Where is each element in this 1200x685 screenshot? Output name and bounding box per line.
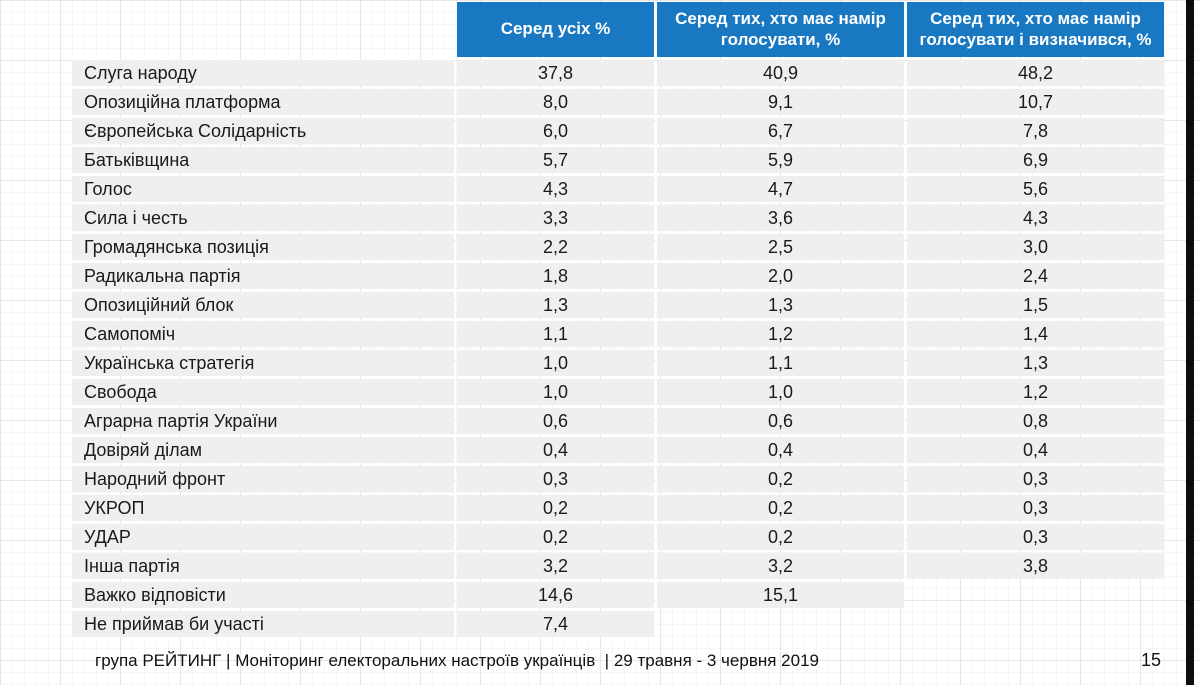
value-cell-intend-to-vote: 40,9 <box>657 60 904 86</box>
party-name-cell: Самопоміч <box>72 321 454 347</box>
value-cell-all: 2,2 <box>457 234 654 260</box>
value-cell-all: 0,2 <box>457 495 654 521</box>
value-cell-intend-to-vote: 15,1 <box>657 582 904 608</box>
value-cell-decided: 1,5 <box>907 292 1164 318</box>
value-cell-intend-to-vote: 1,3 <box>657 292 904 318</box>
party-name-cell: УДАР <box>72 524 454 550</box>
value-cell-all: 3,3 <box>457 205 654 231</box>
header-spacer-cell <box>72 2 454 57</box>
value-cell-intend-to-vote: 6,7 <box>657 118 904 144</box>
column-header-intend-to-vote: Серед тих, хто має намір голосувати, % <box>657 2 904 57</box>
party-name-cell: Голос <box>72 176 454 202</box>
value-cell-all: 7,4 <box>457 611 654 637</box>
party-name-cell: Народний фронт <box>72 466 454 492</box>
party-name-cell: Батьківщина <box>72 147 454 173</box>
value-cell-intend-to-vote: 0,6 <box>657 408 904 434</box>
value-cell-intend-to-vote: 0,2 <box>657 495 904 521</box>
value-cell-all: 14,6 <box>457 582 654 608</box>
value-cell-decided <box>907 611 1164 637</box>
value-cell-intend-to-vote: 0,2 <box>657 466 904 492</box>
party-name-cell: Важко відповісти <box>72 582 454 608</box>
value-cell-all: 0,4 <box>457 437 654 463</box>
party-name-cell: Не приймав би участі <box>72 611 454 637</box>
value-cell-decided: 3,0 <box>907 234 1164 260</box>
value-cell-intend-to-vote: 3,2 <box>657 553 904 579</box>
value-cell-all: 1,0 <box>457 350 654 376</box>
value-cell-all: 0,2 <box>457 524 654 550</box>
value-cell-decided: 0,8 <box>907 408 1164 434</box>
value-cell-decided: 2,4 <box>907 263 1164 289</box>
value-cell-decided: 1,4 <box>907 321 1164 347</box>
party-name-cell: Слуга народу <box>72 60 454 86</box>
value-cell-all: 3,2 <box>457 553 654 579</box>
value-cell-all: 5,7 <box>457 147 654 173</box>
value-cell-intend-to-vote: 1,2 <box>657 321 904 347</box>
value-cell-decided: 5,6 <box>907 176 1164 202</box>
value-cell-intend-to-vote <box>657 611 904 637</box>
value-cell-intend-to-vote: 2,5 <box>657 234 904 260</box>
value-cell-all: 8,0 <box>457 89 654 115</box>
value-cell-intend-to-vote: 1,1 <box>657 350 904 376</box>
value-cell-intend-to-vote: 4,7 <box>657 176 904 202</box>
value-cell-decided: 1,2 <box>907 379 1164 405</box>
value-cell-all: 37,8 <box>457 60 654 86</box>
party-name-cell: Сила і честь <box>72 205 454 231</box>
value-cell-all: 4,3 <box>457 176 654 202</box>
value-cell-decided: 3,8 <box>907 553 1164 579</box>
column-header-all: Серед усіх % <box>457 2 654 57</box>
value-cell-intend-to-vote: 9,1 <box>657 89 904 115</box>
value-cell-all: 1,0 <box>457 379 654 405</box>
party-name-cell: Опозиційний блок <box>72 292 454 318</box>
party-name-cell: Громадянська позиція <box>72 234 454 260</box>
value-cell-decided: 0,4 <box>907 437 1164 463</box>
source-caption: група РЕЙТИНГ | Моніторинг електоральних… <box>95 651 819 670</box>
value-cell-decided: 6,9 <box>907 147 1164 173</box>
value-cell-decided: 0,3 <box>907 524 1164 550</box>
value-cell-intend-to-vote: 2,0 <box>657 263 904 289</box>
value-cell-decided: 4,3 <box>907 205 1164 231</box>
value-cell-intend-to-vote: 0,4 <box>657 437 904 463</box>
value-cell-decided: 7,8 <box>907 118 1164 144</box>
value-cell-intend-to-vote: 0,2 <box>657 524 904 550</box>
value-cell-all: 6,0 <box>457 118 654 144</box>
party-name-cell: Європейська Солідарність <box>72 118 454 144</box>
value-cell-decided: 48,2 <box>907 60 1164 86</box>
party-name-cell: Опозиційна платформа <box>72 89 454 115</box>
value-cell-decided: 0,3 <box>907 466 1164 492</box>
right-edge-bar <box>1186 0 1194 685</box>
party-name-cell: УКРОП <box>72 495 454 521</box>
value-cell-decided: 0,3 <box>907 495 1164 521</box>
value-cell-intend-to-vote: 1,0 <box>657 379 904 405</box>
party-name-cell: Довіряй ділам <box>72 437 454 463</box>
value-cell-all: 1,1 <box>457 321 654 347</box>
value-cell-all: 1,3 <box>457 292 654 318</box>
column-header-decided: Серед тих, хто має намір голосувати і ви… <box>907 2 1164 57</box>
party-name-cell: Українська стратегія <box>72 350 454 376</box>
party-name-cell: Свобода <box>72 379 454 405</box>
poll-results-table: Серед усіх % Серед тих, хто має намір го… <box>72 2 1165 637</box>
party-name-cell: Аграрна партія України <box>72 408 454 434</box>
party-name-cell: Інша партія <box>72 553 454 579</box>
value-cell-decided <box>907 582 1164 608</box>
page-number: 15 <box>1140 650 1162 670</box>
value-cell-all: 0,6 <box>457 408 654 434</box>
value-cell-intend-to-vote: 3,6 <box>657 205 904 231</box>
value-cell-all: 1,8 <box>457 263 654 289</box>
value-cell-decided: 1,3 <box>907 350 1164 376</box>
value-cell-decided: 10,7 <box>907 89 1164 115</box>
value-cell-intend-to-vote: 5,9 <box>657 147 904 173</box>
value-cell-all: 0,3 <box>457 466 654 492</box>
party-name-cell: Радикальна партія <box>72 263 454 289</box>
